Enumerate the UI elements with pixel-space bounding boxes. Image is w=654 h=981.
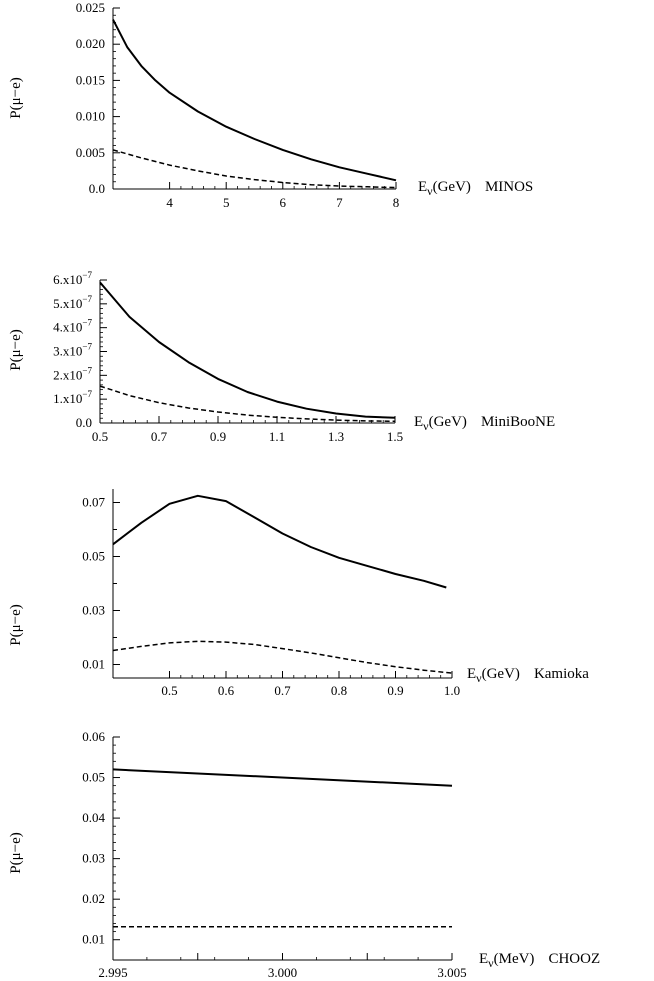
series-dashed xyxy=(112,640,453,674)
x-label-unit: (GeV) xyxy=(482,666,520,682)
x-tick-label: 1.3 xyxy=(328,429,344,444)
experiment-label: Kamioka xyxy=(534,666,589,682)
series-solid xyxy=(99,281,396,419)
y-axis-label: P(μ−e) xyxy=(8,832,24,874)
panel-miniboone: 0.0 1.x10−7 2.x10−7 3.x10−7 4.x10−7 5.x10−7 6.… xyxy=(8,270,555,444)
x-tick-label: 3.005 xyxy=(437,965,466,980)
y-tick-label: 0.03 xyxy=(82,851,105,866)
x-tick-label: 0.6 xyxy=(218,683,235,698)
y-axis-label: P(μ−e) xyxy=(8,329,24,371)
y-tick-label: 0.010 xyxy=(76,109,105,124)
panel-kamioka: 0.01 0.03 0.05 0.07 0.5 0.6 0.7 0.8 0.9 1.0 P(μ−e)… xyxy=(8,489,589,698)
y-tick-label: 0.01 xyxy=(82,657,105,672)
experiment-label: CHOOZ xyxy=(548,951,600,967)
series-dashed xyxy=(112,149,397,189)
x-tick-label: 1.1 xyxy=(269,429,285,444)
y-tick-exponent: −7 xyxy=(82,318,92,328)
x-tick-label: 0.5 xyxy=(161,683,177,698)
y-tick-label: 0.025 xyxy=(76,0,105,15)
y-tick-label: 0.06 xyxy=(82,729,105,744)
x-label-unit: (GeV) xyxy=(429,414,467,430)
x-tick-label: 0.9 xyxy=(210,429,226,444)
y-tick-label: 5.x10−7 xyxy=(53,294,92,311)
x-tick-label: 0.7 xyxy=(151,429,168,444)
y-tick-label: 4.x10−7 xyxy=(53,318,92,335)
y-tick-exponent: −7 xyxy=(82,270,92,280)
x-tick-label: 1.5 xyxy=(387,429,403,444)
experiment-label: MiniBooNE xyxy=(481,414,555,430)
x-tick-label: 2.995 xyxy=(98,965,127,980)
y-tick-label: 3.x10−7 xyxy=(53,342,92,359)
y-tick-label: 0.005 xyxy=(76,145,105,160)
x-axis-label: Eν(GeV) MINOS xyxy=(418,179,533,198)
y-tick-label: 0.04 xyxy=(82,810,105,825)
x-label-main: E xyxy=(479,951,488,967)
x-label-main: E xyxy=(467,666,476,682)
y-tick-label: 0.015 xyxy=(76,72,105,87)
x-tick-label: 0.8 xyxy=(331,683,347,698)
panel-minos: 0.0 0.005 0.010 0.015 0.020 0.025 4 5 6 7 8 P(μ−e) E… xyxy=(8,0,533,210)
y-tick-label: 0.05 xyxy=(82,770,105,785)
x-tick-label: 1.0 xyxy=(444,683,460,698)
y-tick-exponent: −7 xyxy=(82,389,92,399)
x-tick-label: 5 xyxy=(223,195,230,210)
y-tick-label: 0.0 xyxy=(76,415,92,430)
y-axis-label: P(μ−e) xyxy=(8,604,24,646)
y-tick-label: 0.05 xyxy=(82,549,105,564)
y-tick-label: 0.020 xyxy=(76,36,105,51)
y-tick-label: 6.x10−7 xyxy=(53,270,92,287)
x-label-sub: ν xyxy=(423,419,429,433)
x-label-unit: (GeV) xyxy=(433,179,471,195)
x-axis-label: Eν(GeV) MiniBooNE xyxy=(414,414,555,433)
x-tick-label: 0.7 xyxy=(274,683,291,698)
x-tick-label: 0.9 xyxy=(387,683,403,698)
x-tick-label: 8 xyxy=(393,195,400,210)
series-solid xyxy=(112,494,447,589)
series-solid xyxy=(112,768,453,787)
y-tick-label: 2.x10−7 xyxy=(53,365,92,382)
y-tick-label: 0.0 xyxy=(89,181,105,196)
y-tick-label: 0.07 xyxy=(82,495,105,510)
series-dashed xyxy=(99,385,396,423)
x-label-sub: ν xyxy=(427,184,433,198)
x-label-main: E xyxy=(418,179,427,195)
x-tick-label: 0.5 xyxy=(92,429,108,444)
x-axis-label: Eν(MeV) CHOOZ xyxy=(479,951,600,970)
y-tick-exponent: −7 xyxy=(82,342,92,352)
x-tick-label: 3.000 xyxy=(268,965,297,980)
experiment-label: MINOS xyxy=(485,179,533,195)
x-tick-label: 6 xyxy=(280,195,287,210)
y-tick-exponent: −7 xyxy=(82,294,92,304)
y-axis-label: P(μ−e) xyxy=(8,77,24,119)
series-solid xyxy=(112,19,397,182)
x-label-main: E xyxy=(414,414,423,430)
y-tick-label: 0.01 xyxy=(82,932,105,947)
y-tick-exponent: −7 xyxy=(82,365,92,375)
y-tick-label: 0.02 xyxy=(82,891,105,906)
x-label-sub: ν xyxy=(476,671,482,685)
x-label-sub: ν xyxy=(488,956,494,970)
y-tick-label: 1.x10−7 xyxy=(53,389,92,406)
panel-chooz: 0.01 0.02 0.03 0.04 0.05 0.06 2.995 3.000 3.005 P… xyxy=(8,729,600,980)
y-tick-label: 0.03 xyxy=(82,603,105,618)
x-tick-label: 7 xyxy=(336,195,343,210)
x-tick-label: 4 xyxy=(166,195,173,210)
x-axis-label: Eν(GeV) Kamioka xyxy=(467,666,589,685)
x-label-unit: (MeV) xyxy=(494,951,535,967)
